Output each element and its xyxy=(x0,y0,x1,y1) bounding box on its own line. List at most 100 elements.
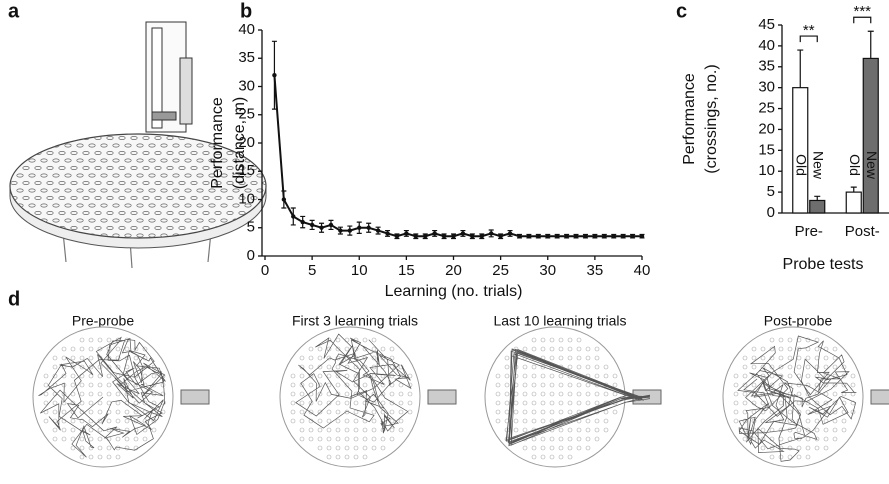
bar xyxy=(793,88,808,213)
x-tick-label: 5 xyxy=(308,262,316,279)
data-point xyxy=(348,228,352,232)
y-tick-label: 30 xyxy=(238,77,255,94)
table-hole xyxy=(269,204,275,207)
data-point xyxy=(480,234,484,238)
data-point xyxy=(291,214,295,218)
table-hole xyxy=(233,234,239,237)
table-hole xyxy=(263,211,269,214)
y-tick-label: 25 xyxy=(238,106,255,123)
table-hole xyxy=(263,151,269,154)
table-hole xyxy=(263,226,269,229)
y-tick-label: 15 xyxy=(238,162,255,179)
data-point xyxy=(282,197,286,201)
table-hole xyxy=(11,136,17,139)
map-title: Post-probe xyxy=(764,313,833,329)
table-hole xyxy=(17,159,23,162)
table-hole xyxy=(269,159,275,162)
data-point xyxy=(564,234,568,238)
data-point xyxy=(376,228,380,232)
data-point xyxy=(404,231,408,235)
data-point xyxy=(442,234,446,238)
data-point xyxy=(602,234,606,238)
y-axis-label: (crossings, no.) xyxy=(703,64,720,173)
arena xyxy=(485,327,625,467)
significance-label: ** xyxy=(803,22,815,39)
table-hole xyxy=(17,234,23,237)
data-point xyxy=(329,223,333,227)
map-title: Last 10 learning trials xyxy=(493,313,626,329)
bar xyxy=(810,200,825,213)
data-point xyxy=(498,234,502,238)
table-hole xyxy=(35,136,41,139)
data-point xyxy=(338,228,342,232)
x-tick-label: 35 xyxy=(587,262,604,279)
y-tick-label: 20 xyxy=(758,120,775,137)
data-point xyxy=(546,234,550,238)
data-point xyxy=(272,73,276,77)
y-tick-label: 10 xyxy=(758,162,775,179)
x-tick-label: 10 xyxy=(351,262,368,279)
data-point xyxy=(301,220,305,224)
panel-label: b xyxy=(240,0,252,22)
table-hole xyxy=(71,136,77,139)
table-hole xyxy=(23,136,29,139)
data-point xyxy=(612,234,616,238)
data-point xyxy=(470,234,474,238)
escape-box xyxy=(428,390,456,404)
table-hole xyxy=(17,219,23,222)
x-tick-label: 30 xyxy=(539,262,556,279)
y-tick-label: 5 xyxy=(247,219,255,236)
x-tick-label: 40 xyxy=(634,262,651,279)
y-tick-label: 5 xyxy=(767,183,775,200)
table-hole xyxy=(269,189,275,192)
x-axis-label: Learning (no. trials) xyxy=(385,283,523,300)
x-tick-label: 25 xyxy=(492,262,509,279)
y-tick-label: 35 xyxy=(238,49,255,66)
series-label: New xyxy=(811,151,827,180)
series-label: Old xyxy=(847,154,863,176)
table-hole xyxy=(59,136,65,139)
data-point xyxy=(451,234,455,238)
table-hole xyxy=(269,234,275,237)
y-tick-label: 0 xyxy=(767,204,775,221)
y-tick-label: 25 xyxy=(758,100,775,117)
table-hole xyxy=(263,166,269,169)
table-hole xyxy=(23,226,29,229)
y-tick-label: 20 xyxy=(238,134,255,151)
map-title: First 3 learning trials xyxy=(292,313,418,329)
data-point xyxy=(555,234,559,238)
data-point xyxy=(593,234,597,238)
data-point xyxy=(640,234,644,238)
panel-label: a xyxy=(8,0,20,22)
x-tick-label: 15 xyxy=(398,262,415,279)
x-tick-label: Post- xyxy=(845,223,880,240)
figure: a d Pre-probeFirst 3 learning trialsLast… xyxy=(0,0,889,484)
data-line xyxy=(274,75,642,236)
error-bar xyxy=(868,31,874,58)
y-tick-label: 45 xyxy=(758,16,775,33)
data-point xyxy=(621,234,625,238)
data-point xyxy=(536,234,540,238)
data-point xyxy=(461,231,465,235)
data-point xyxy=(630,234,634,238)
x-tick-label: Pre- xyxy=(795,223,823,240)
table-hole xyxy=(11,151,17,154)
series-label: New xyxy=(864,151,880,180)
x-tick-label: 0 xyxy=(261,262,269,279)
y-tick-label: 40 xyxy=(238,21,255,38)
table-hole xyxy=(23,151,29,154)
bar xyxy=(846,192,861,213)
data-point xyxy=(583,234,587,238)
table-hole xyxy=(47,136,53,139)
x-tick-label: 20 xyxy=(445,262,462,279)
y-tick-label: 35 xyxy=(758,58,775,75)
map-title: Pre-probe xyxy=(72,313,134,329)
y-tick-label: 0 xyxy=(247,247,255,264)
y-tick-label: 10 xyxy=(238,190,255,207)
data-point xyxy=(527,234,531,238)
escape-box xyxy=(181,390,209,404)
data-point xyxy=(508,231,512,235)
y-tick-label: 40 xyxy=(758,37,775,54)
table-hole xyxy=(11,226,17,229)
table-hole xyxy=(269,144,275,147)
